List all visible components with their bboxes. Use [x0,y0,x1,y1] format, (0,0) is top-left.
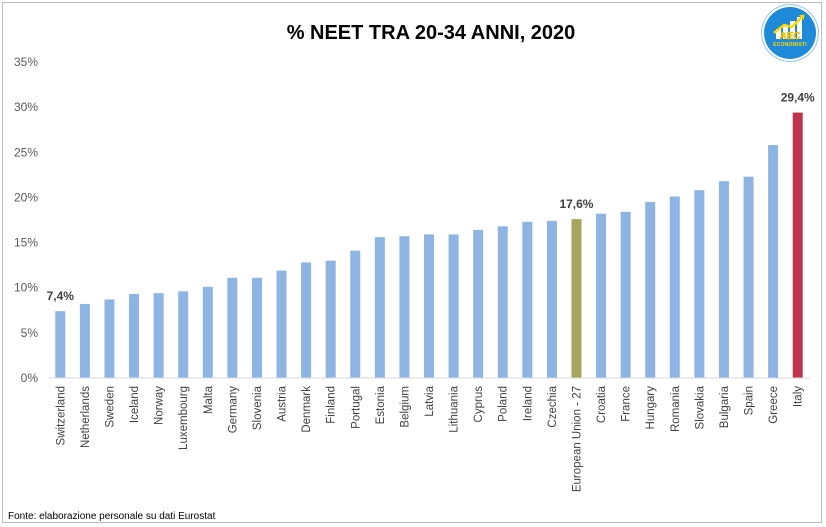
bar-bulgaria [718,181,729,378]
x-category-label: Spain [744,386,756,415]
source-note: Fonte: elaborazione personale su dati Eu… [8,511,216,522]
bar-belgium [399,236,410,378]
x-category-label: Switzerland [55,386,67,445]
y-axis: 0% 5% 10% 15% 20% 25% 30% 35% [14,55,38,385]
x-category-label: Lithuania [449,385,461,432]
bar-slovakia [694,190,705,378]
x-category-label: Germany [227,386,239,434]
x-axis-labels: Switzerland Netherlands Sweden Iceland Norwa… [55,385,804,492]
bar-estonia [374,237,385,378]
y-tick-label: 20% [14,190,38,204]
bar-ireland [522,221,533,378]
bar-chart-logo-icon: AEC [773,14,805,42]
bars [55,112,803,378]
bar-switzerland [55,311,66,378]
bar-iceland [129,294,140,378]
x-category-label: Greece [768,386,780,424]
bar-poland [497,226,508,378]
x-category-label: Romania [670,385,682,432]
x-category-label: Finland [326,386,338,424]
bar-croatia [596,213,607,378]
x-category-label: Latvia [424,385,436,416]
x-category-label: Estonia [375,385,387,424]
bar-czechia [546,220,557,378]
x-category-label: Netherlands [80,386,92,448]
data-label: 29,4% [781,91,815,105]
x-category-label: Czechia [547,385,559,427]
x-category-label: Slovakia [694,385,706,429]
bar-latvia [424,234,434,378]
x-category-label: Belgium [399,386,411,428]
bar-malta [202,286,213,378]
x-category-label: Croatia [596,385,608,423]
y-tick-label: 15% [14,236,38,250]
x-category-label: Italy [793,386,805,407]
bar-lithuania [448,234,459,378]
logo-text: ECONOMISTI [773,42,807,48]
x-category-label: Slovenia [252,385,264,430]
x-category-label: Hungary [645,386,657,430]
chart-title: % NEET TRA 20-34 ANNI, 2020 [286,22,576,44]
y-tick-label: 35% [14,55,38,69]
y-tick-label: 0% [21,371,39,385]
data-label: 7,4% [47,289,75,303]
bar-germany [227,277,238,378]
x-category-label: Poland [498,386,510,422]
y-tick-label: 5% [21,326,39,340]
bar-romania [669,196,680,378]
x-category-label: Luxembourg [178,386,190,450]
data-labels: 7,4% 17,6% 29,4% [47,91,815,304]
x-category-label: Austria [277,385,289,421]
bar-cyprus [473,229,484,378]
x-category-label: European Union - 27 [571,386,583,492]
y-tick-label: 30% [14,100,38,114]
bar-slovenia [251,277,262,378]
bar-denmark [301,262,312,378]
y-tick-label: 10% [14,281,38,295]
x-category-label: Malta [203,385,215,414]
bar-luxembourg [178,291,189,378]
x-category-label: Norway [154,386,166,425]
x-category-label: Ireland [522,386,534,421]
data-label: 17,6% [559,197,593,211]
x-category-label: Denmark [301,386,313,433]
bar-spain [743,176,754,378]
bar-european-union-27 [571,219,582,378]
bar-netherlands [79,303,90,378]
bar-austria [276,270,287,378]
svg-text:AEC: AEC [779,31,800,42]
economisti-logo: AEC ECONOMISTI [762,5,818,61]
bar-sweden [104,299,115,378]
x-category-label: Sweden [104,386,116,428]
x-category-label: Iceland [129,386,141,423]
bar-finland [325,260,336,378]
x-category-label: Cyprus [473,386,485,423]
bar-hungary [645,201,656,378]
x-category-label: Bulgaria [719,385,731,428]
bar-france [620,211,631,378]
bar-norway [153,293,164,378]
bar-greece [768,145,779,378]
x-category-label: France [621,386,633,422]
bar-portugal [350,250,361,378]
x-category-label: Portugal [350,386,362,429]
y-tick-label: 25% [14,145,38,159]
bar-italy [792,112,803,378]
